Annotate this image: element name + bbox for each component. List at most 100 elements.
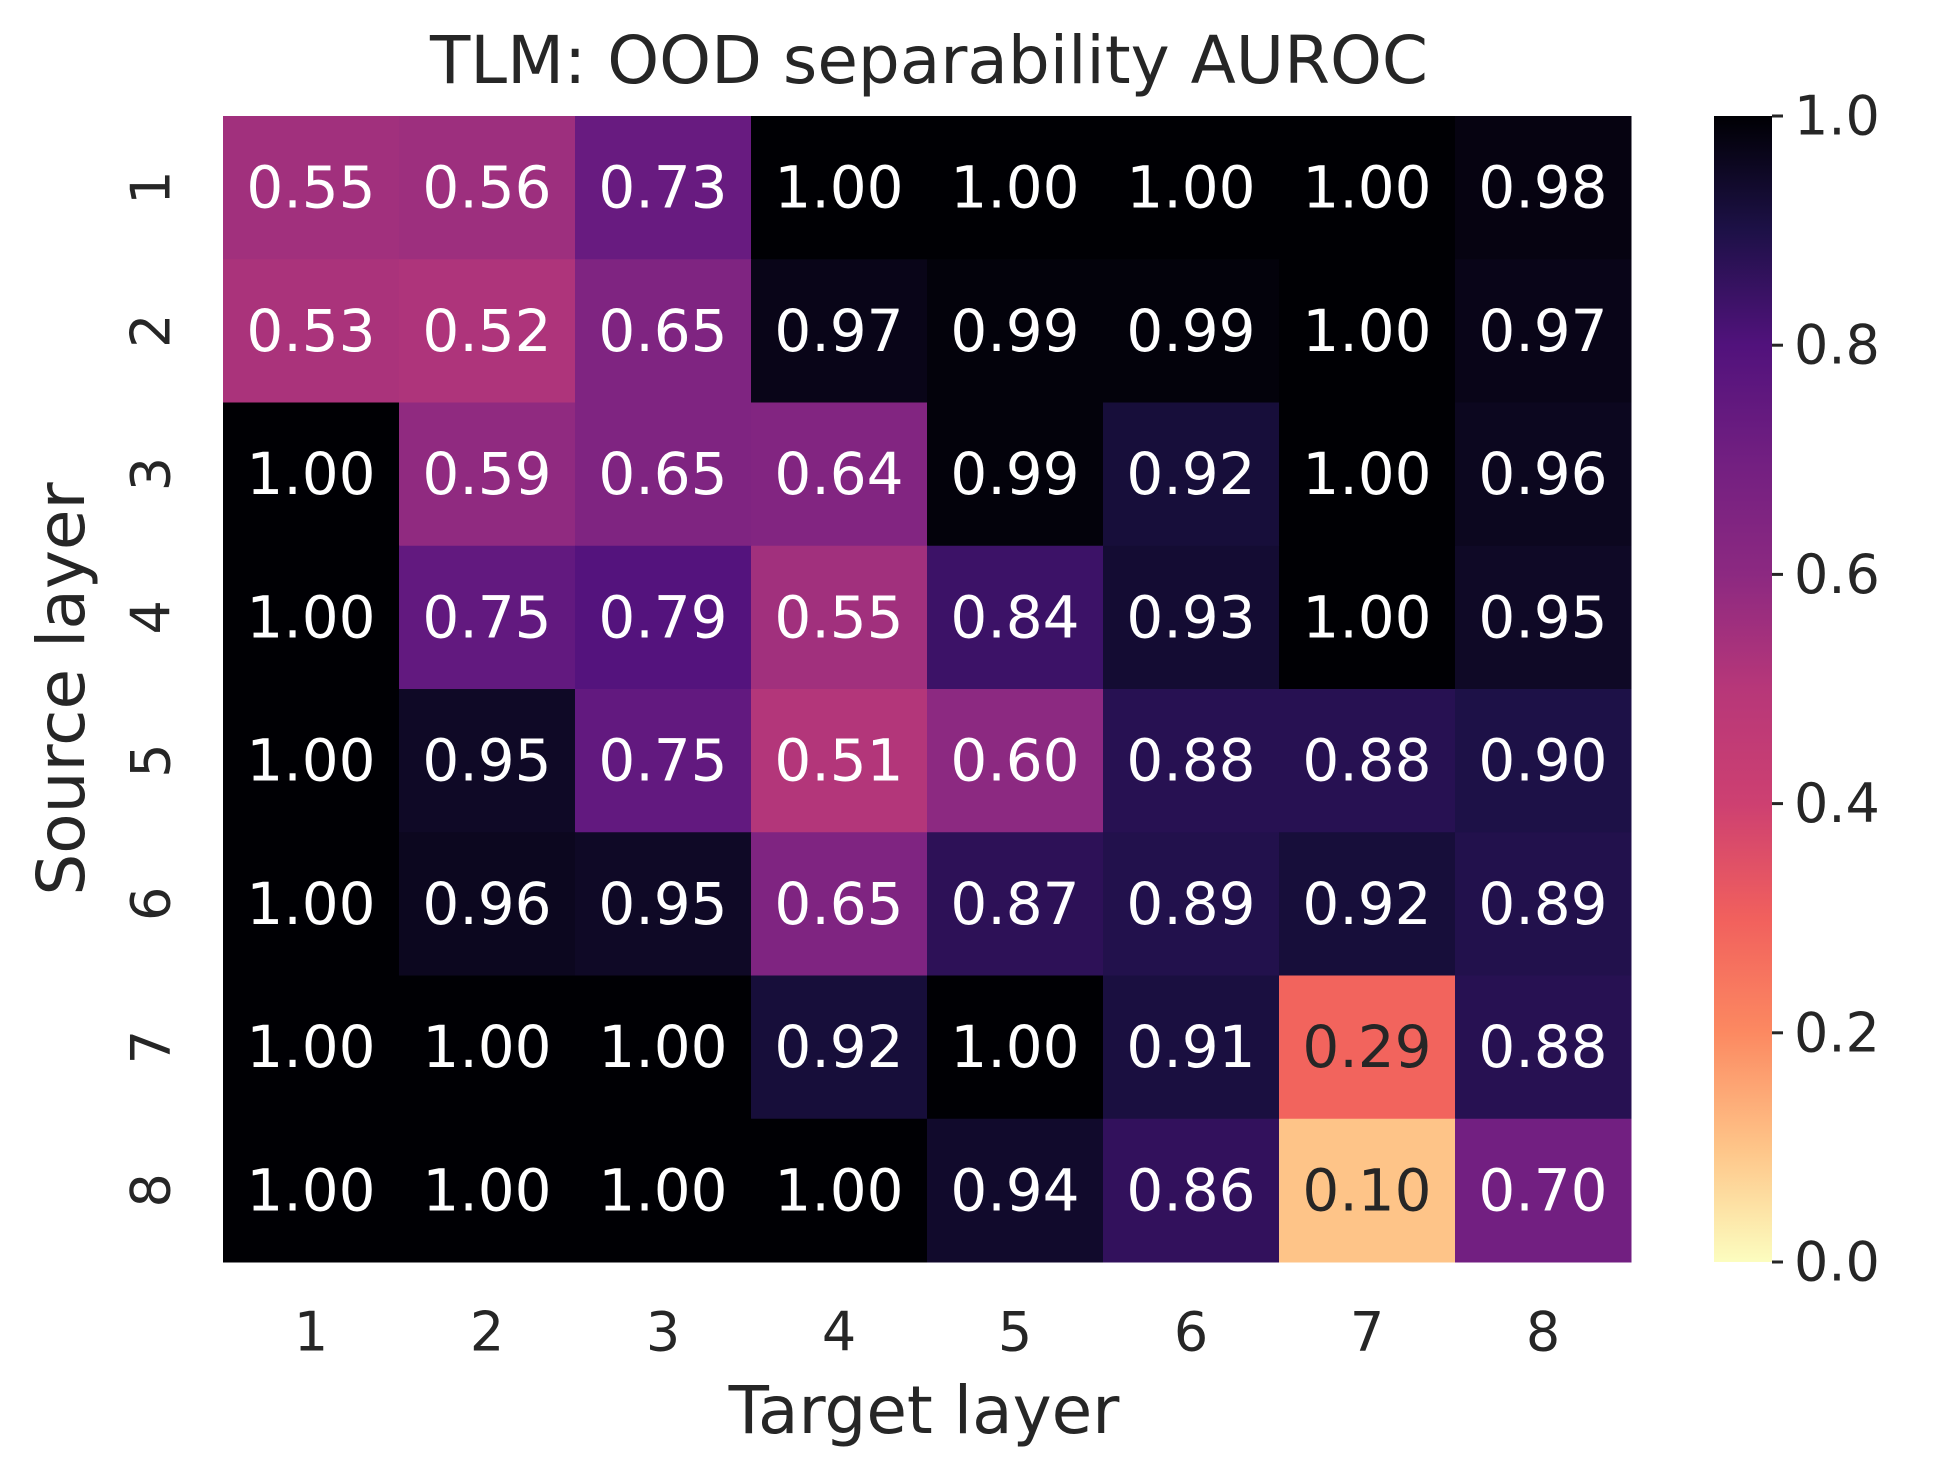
- cell-value-label: 1.00: [1302, 154, 1431, 222]
- cell-value-label: 0.95: [598, 870, 727, 938]
- heatmap-cell: [575, 689, 752, 833]
- heatmap-cell: [1279, 1118, 1456, 1263]
- cell-value-label: 1.00: [950, 1013, 1079, 1081]
- cell-value-label: 1.00: [246, 1156, 375, 1224]
- cell-value-label: 0.29: [1302, 1013, 1431, 1081]
- heatmap-cell: [1455, 545, 1632, 690]
- heatmap-cell: [223, 259, 400, 403]
- heatmap-cell: [223, 545, 400, 690]
- cell-value-label: 1.00: [246, 870, 375, 938]
- heatmap-cell: [751, 402, 928, 547]
- heatmap-cell: [1455, 975, 1632, 1120]
- cell-value-label: 0.93: [1126, 583, 1255, 651]
- heatmap-cell: [223, 402, 400, 547]
- cell-value-label: 1.00: [950, 154, 1079, 222]
- heatmap-cell: [223, 832, 400, 976]
- heatmap-cell: [751, 545, 928, 690]
- y-tick-label: 8: [120, 1173, 183, 1207]
- colorbar-tick-label: 0.0: [1794, 1231, 1880, 1294]
- heatmap-cell: [1103, 1118, 1280, 1263]
- heatmap-cell: [1279, 832, 1456, 976]
- heatmap-cell: [1103, 545, 1280, 690]
- cell-value-label: 1.00: [774, 154, 903, 222]
- cell-value-label: 0.51: [774, 727, 903, 795]
- cell-value-label: 0.53: [246, 297, 375, 365]
- heatmap-cell: [399, 975, 576, 1120]
- cell-value-label: 0.94: [950, 1156, 1079, 1224]
- heatmap-cell: [1279, 259, 1456, 403]
- heatmap-cell: [399, 402, 576, 547]
- heatmap-cell: [1103, 689, 1280, 833]
- cell-value-label: 1.00: [422, 1013, 551, 1081]
- heatmap-cell: [575, 402, 752, 547]
- cell-value-label: 1.00: [246, 1013, 375, 1081]
- heatmap-cell: [223, 116, 400, 260]
- cell-value-label: 0.96: [1478, 440, 1607, 508]
- cell-value-label: 1.00: [598, 1156, 727, 1224]
- cell-value-label: 0.55: [246, 154, 375, 222]
- heatmap-cell: [223, 689, 400, 833]
- cell-value-label: 0.92: [774, 1013, 903, 1081]
- cell-value-label: 0.56: [422, 154, 551, 222]
- cell-value-label: 0.65: [598, 440, 727, 508]
- heatmap-cell: [751, 1118, 928, 1263]
- heatmap-cell: [1279, 545, 1456, 690]
- cell-value-label: 0.99: [950, 440, 1079, 508]
- cell-value-label: 0.10: [1302, 1156, 1431, 1224]
- cell-value-label: 0.91: [1126, 1013, 1255, 1081]
- y-tick-label: 2: [120, 314, 183, 348]
- heatmap-cells: [223, 116, 1632, 1263]
- cell-value-label: 1.00: [774, 1156, 903, 1224]
- heatmap-cell: [399, 1118, 576, 1263]
- cell-value-label: 0.65: [774, 870, 903, 938]
- heatmap-cell: [399, 545, 576, 690]
- y-axis-label: Source layer: [23, 482, 100, 896]
- cell-value-label: 0.87: [950, 870, 1079, 938]
- cell-value-label: 0.75: [422, 583, 551, 651]
- x-axis-ticks: 1 2 3 4 5 6 7 8: [294, 1301, 1560, 1364]
- cell-value-label: 0.92: [1302, 870, 1431, 938]
- cell-value-label: 1.00: [1126, 154, 1255, 222]
- y-tick-label: 5: [120, 743, 183, 777]
- cell-value-label: 1.00: [246, 583, 375, 651]
- cell-value-label: 0.84: [950, 583, 1079, 651]
- heatmap-cell: [399, 689, 576, 833]
- cell-value-label: 0.89: [1478, 870, 1607, 938]
- cell-value-label: 1.00: [598, 1013, 727, 1081]
- heatmap-cell: [399, 832, 576, 976]
- cell-value-label: 0.88: [1126, 727, 1255, 795]
- heatmap-cell: [1455, 832, 1632, 976]
- heatmap-cell: [751, 975, 928, 1120]
- x-tick-label: 2: [470, 1301, 504, 1364]
- heatmap-cell: [1103, 116, 1280, 260]
- heatmap-cell: [223, 1118, 400, 1263]
- heatmap-cell: [751, 832, 928, 976]
- cell-value-label: 1.00: [246, 727, 375, 795]
- heatmap-cell: [751, 689, 928, 833]
- heatmap-cell: [927, 545, 1104, 690]
- heatmap-cell: [575, 116, 752, 260]
- heatmap-cell: [399, 259, 576, 403]
- colorbar-ticks: 0.0 0.2 0.4 0.6 0.8 1.0: [1772, 85, 1880, 1294]
- cell-value-label: 1.00: [1302, 583, 1431, 651]
- cell-value-label: 0.55: [774, 583, 903, 651]
- y-tick-label: 4: [120, 600, 183, 634]
- x-tick-label: 5: [998, 1301, 1032, 1364]
- y-axis-ticks: 1 2 3 4 5 6 7 8: [120, 170, 183, 1207]
- cell-value-label: 0.88: [1478, 1013, 1607, 1081]
- y-tick-label: 3: [120, 457, 183, 491]
- heatmap-cell: [1455, 259, 1632, 403]
- x-tick-label: 7: [1350, 1301, 1384, 1364]
- cell-value-label: 0.97: [774, 297, 903, 365]
- cell-value-label: 0.97: [1478, 297, 1607, 365]
- cell-value-label: 0.64: [774, 440, 903, 508]
- cell-value-label: 0.79: [598, 583, 727, 651]
- heatmap-cell: [575, 832, 752, 976]
- cell-value-label: 0.75: [598, 727, 727, 795]
- cell-value-label: 0.95: [1478, 583, 1607, 651]
- heatmap-cell: [927, 689, 1104, 833]
- cell-value-label: 1.00: [422, 1156, 551, 1224]
- heatmap-cell: [1103, 402, 1280, 547]
- y-tick-label: 7: [120, 1030, 183, 1064]
- cell-value-label: 0.89: [1126, 870, 1255, 938]
